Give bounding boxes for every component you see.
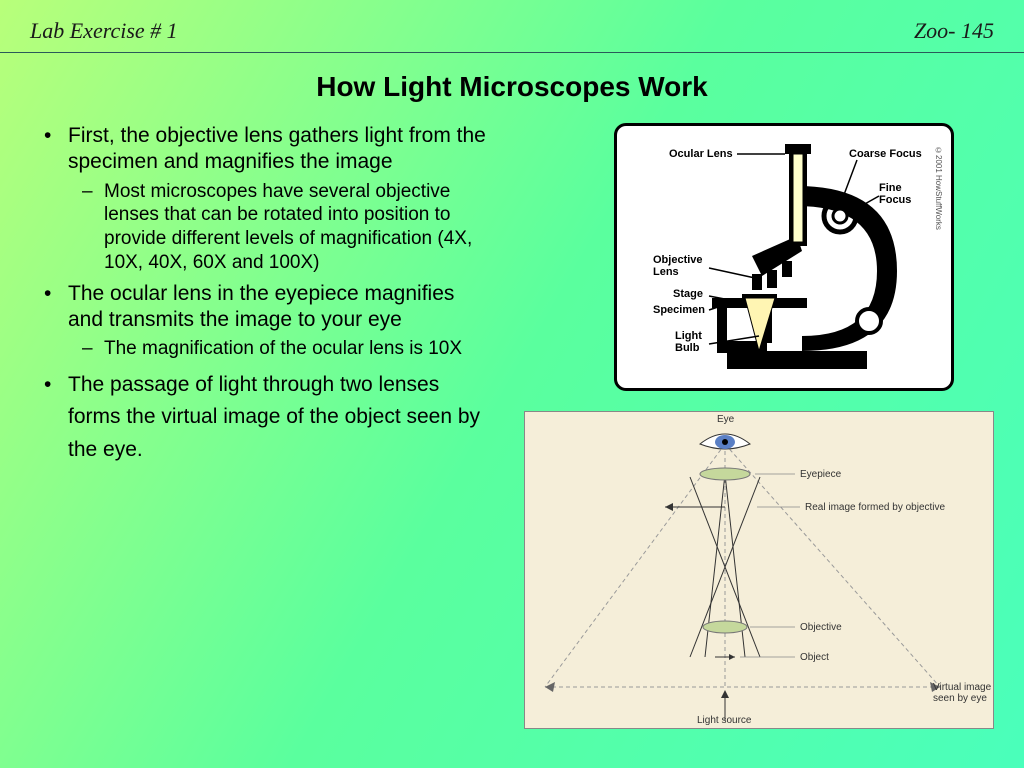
label-virtualimage: Virtual image seen by eye	[933, 682, 991, 704]
bullet-text: The passage of light through two lenses …	[68, 373, 480, 461]
ray-diagram: Eye Eyepiece Real image formed by object…	[524, 411, 994, 729]
copyright-text: ©2001 HowStuffWorks	[934, 146, 943, 230]
label-coarse: Coarse Focus	[849, 148, 922, 160]
bullet-text: First, the objective lens gathers light …	[68, 124, 486, 173]
label-ocular: Ocular Lens	[669, 148, 733, 160]
microscope-diagram: Ocular Lens Coarse Focus Fine Focus Obje…	[614, 123, 954, 391]
figure-column: Ocular Lens Coarse Focus Fine Focus Obje…	[510, 123, 994, 729]
label-objective: Objective	[800, 622, 842, 633]
sub-item: Most microscopes have several objective …	[68, 180, 490, 275]
bullet-item: The passage of light through two lenses …	[30, 369, 490, 467]
bullet-text: The ocular lens in the eyepiece magnifie…	[68, 282, 454, 331]
header-left: Lab Exercise # 1	[30, 18, 178, 44]
label-light: Light Bulb	[675, 330, 702, 354]
sub-item: The magnification of the ocular lens is …	[68, 337, 490, 361]
label-realimage: Real image formed by objective	[805, 502, 945, 513]
label-fine: Fine Focus	[879, 182, 911, 206]
label-object: Object	[800, 652, 829, 663]
bullet-item: The ocular lens in the eyepiece magnifie…	[30, 281, 490, 361]
label-lightsource: Light source	[697, 715, 751, 726]
ray-svg	[525, 412, 995, 730]
label-eyepiece: Eyepiece	[800, 469, 841, 480]
sub-list: The magnification of the ocular lens is …	[68, 337, 490, 361]
header-right: Zoo- 145	[914, 18, 994, 44]
bullet-item: First, the objective lens gathers light …	[30, 123, 490, 275]
slide-header: Lab Exercise # 1 Zoo- 145	[0, 0, 1024, 53]
sub-list: Most microscopes have several objective …	[68, 180, 490, 275]
label-eye: Eye	[717, 414, 734, 425]
label-specimen: Specimen	[653, 304, 705, 316]
label-stage: Stage	[673, 288, 703, 300]
text-column: First, the objective lens gathers light …	[30, 123, 510, 729]
content-area: First, the objective lens gathers light …	[0, 103, 1024, 729]
slide-title: How Light Microscopes Work	[0, 71, 1024, 103]
bullet-list: First, the objective lens gathers light …	[30, 123, 490, 466]
label-objective: Objective Lens	[653, 254, 703, 278]
